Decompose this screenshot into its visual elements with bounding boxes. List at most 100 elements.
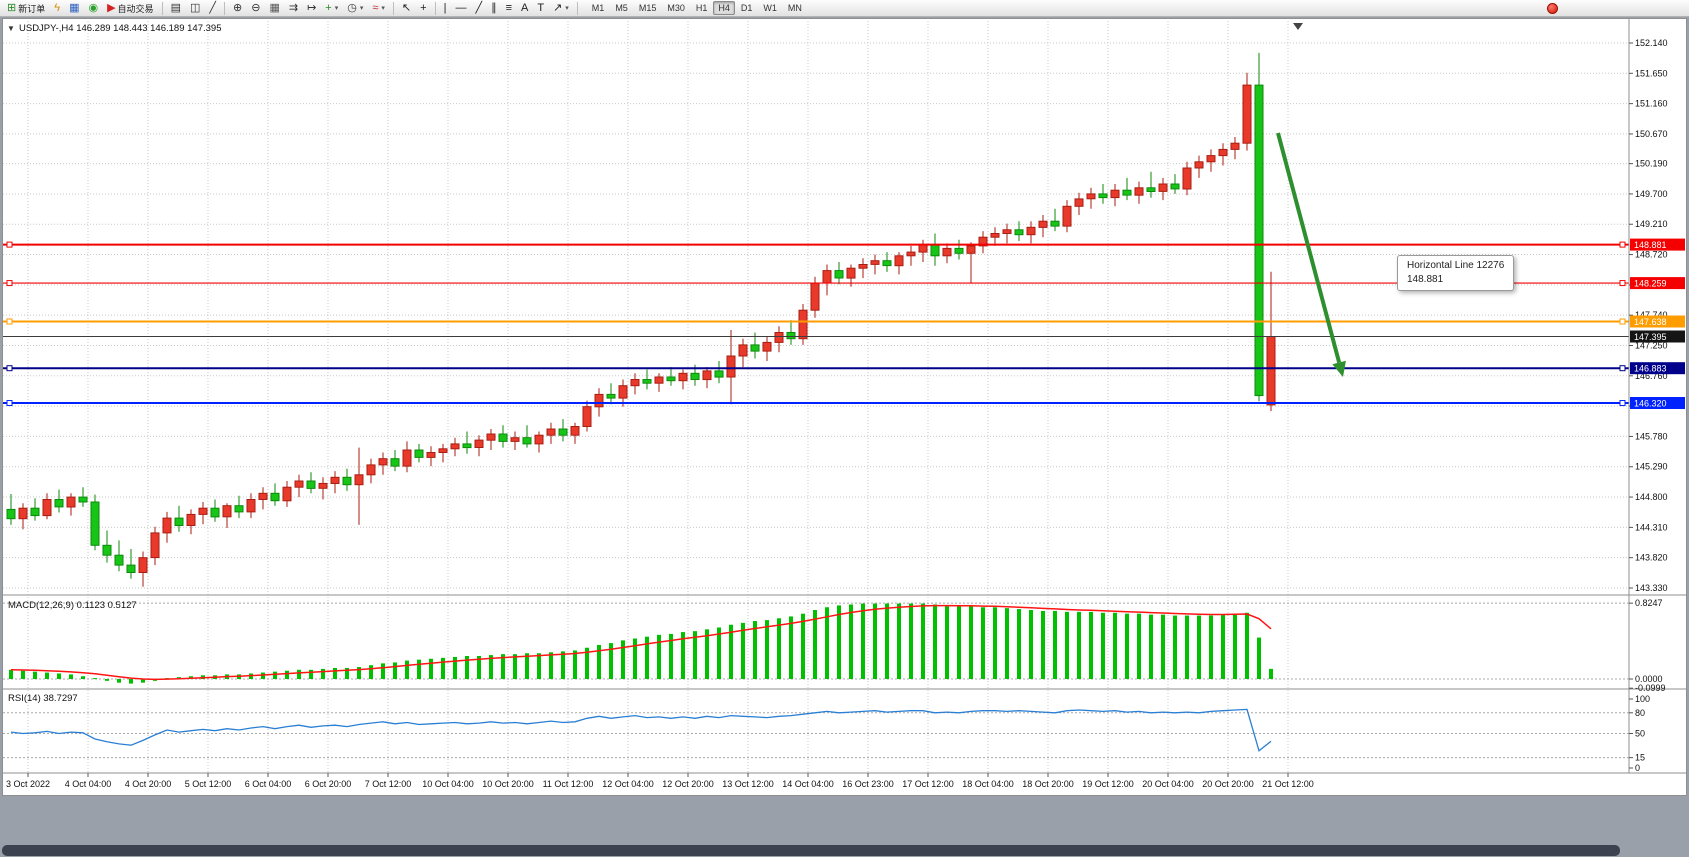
candle [1038, 220, 1048, 228]
timeframe-mn-button[interactable]: MN [787, 3, 802, 13]
svg-text:6 Oct 20:00: 6 Oct 20:00 [305, 779, 352, 789]
text-label-tool-button[interactable]: T [533, 1, 548, 16]
line-chart-type-button[interactable]: ╱ [205, 1, 220, 16]
trend-arrow[interactable] [1276, 132, 1342, 364]
svg-text:146.320: 146.320 [1634, 399, 1667, 409]
svg-text:0.8247: 0.8247 [1635, 598, 1663, 608]
candle [138, 557, 148, 574]
candle [1230, 142, 1240, 150]
dropdown-caret-icon[interactable]: ▾ [334, 5, 339, 12]
bar-chart-type-button[interactable]: ▤ [167, 1, 185, 16]
candle [1158, 183, 1168, 192]
candle [534, 434, 544, 445]
horizontal-lines[interactable] [3, 241, 1629, 407]
timeframe-h4-button[interactable]: H4 [713, 1, 735, 15]
candle [90, 501, 100, 546]
svg-text:21 Oct 12:00: 21 Oct 12:00 [1262, 779, 1314, 789]
candle [1002, 229, 1012, 235]
text-tool-button[interactable]: A [517, 1, 532, 16]
auto-trading-button[interactable]: ▶ 自动交易 [103, 1, 157, 16]
refresh-button[interactable]: ◉ [84, 1, 102, 16]
svg-text:143.820: 143.820 [1635, 553, 1668, 563]
price-tag-147.395 [1630, 330, 1685, 343]
horizontal-scrollbar[interactable] [2, 845, 1620, 856]
candle [258, 492, 268, 500]
dropdown-caret-icon[interactable]: ▾ [565, 5, 569, 12]
svg-text:145.780: 145.780 [1635, 431, 1668, 441]
dropdown-caret-icon[interactable]: ▾ [381, 5, 385, 12]
window-menu-icon[interactable]: ▼ [7, 24, 15, 33]
tile-windows-button[interactable]: ▦ [265, 1, 283, 16]
timeframe-m30-button[interactable]: M30 [667, 3, 685, 13]
candlestick-icon: ◫ [189, 2, 201, 14]
chart-canvas[interactable]: 152.140 151.650 151.160 150.670 150.190 149.7… [3, 19, 1686, 795]
candle [174, 517, 184, 527]
zoom-out-button[interactable]: ⊖ [247, 1, 264, 16]
candle [54, 499, 64, 508]
trend-arrow-head[interactable] [1332, 360, 1346, 377]
candle [246, 499, 256, 513]
svg-text:144.310: 144.310 [1635, 522, 1668, 532]
svg-text:145.290: 145.290 [1635, 462, 1668, 472]
candle [102, 544, 112, 556]
candle [282, 486, 292, 502]
candle [342, 476, 352, 486]
zoom-in-button[interactable]: ⊕ [229, 1, 246, 16]
price-tag-148.881 [1630, 238, 1685, 251]
timeframe-d1-button[interactable]: D1 [740, 3, 753, 13]
chart-grid-icon: ▦ [69, 2, 80, 14]
timeframe-m15-button[interactable]: M15 [638, 3, 657, 13]
alert-indicator-icon[interactable] [1547, 3, 1558, 14]
new-order-button[interactable]: ⊞ 新订单 [3, 1, 49, 16]
tooltip-value: 148.881 [1407, 274, 1444, 285]
vertical-line-icon: | [443, 2, 447, 14]
candlestick-chart-type-button[interactable]: ◫ [186, 1, 204, 16]
tooltip-title: Horizontal Line 12276 [1407, 260, 1505, 271]
auto-scroll-button[interactable]: ⇉ [285, 1, 302, 16]
svg-text:147.638: 147.638 [1634, 317, 1667, 327]
chart-window[interactable]: 152.140 151.650 151.160 150.670 150.190 149.7… [2, 18, 1687, 796]
indicators-button[interactable]: ≈ ▾ [368, 1, 389, 16]
crosshair-icon: + [420, 2, 427, 14]
candle [210, 507, 220, 518]
trendline-tool-button[interactable]: ╱ [471, 1, 486, 16]
svg-text:20 Oct 04:00: 20 Oct 04:00 [1142, 779, 1194, 789]
candle [402, 449, 412, 467]
timeframe-m5-button[interactable]: M5 [615, 3, 628, 13]
price-tag-146.883 [1630, 362, 1685, 375]
candle [906, 251, 916, 257]
candle [1194, 161, 1204, 169]
svg-text:149.210: 149.210 [1635, 219, 1668, 229]
arrows-tool-button[interactable]: ↗ ▾ [549, 1, 573, 16]
candle [762, 341, 772, 352]
new-chart-button[interactable]: + ▾ [321, 1, 342, 16]
svg-text:148.881: 148.881 [1634, 240, 1667, 250]
horizontal-line-tool-button[interactable]: — [451, 1, 470, 16]
crosshair-tool-button[interactable]: + [416, 1, 430, 16]
timeframe-h1-button[interactable]: H1 [695, 3, 708, 13]
vertical-line-tool-button[interactable]: | [440, 1, 451, 16]
candle [414, 449, 424, 458]
candle [786, 332, 796, 340]
channel-tool-button[interactable]: ∥ [487, 1, 501, 16]
candle [1266, 336, 1276, 406]
svg-text:18 Oct 20:00: 18 Oct 20:00 [1022, 779, 1074, 789]
timeframe-m1-button[interactable]: M1 [591, 3, 605, 13]
timeframe-w1-button[interactable]: W1 [763, 3, 777, 13]
dropdown-caret-icon[interactable]: ▾ [359, 5, 364, 12]
candle [570, 426, 580, 436]
cursor-tool-button[interactable]: ↖ [398, 1, 415, 16]
chart-shift-button[interactable]: ↦ [303, 1, 320, 16]
fibonacci-tool-button[interactable]: ≡ [502, 1, 516, 16]
candle [498, 433, 508, 442]
charts-button[interactable]: ▦ [65, 1, 83, 16]
candle [390, 458, 400, 467]
chart-shift-marker[interactable] [1293, 23, 1303, 30]
candle [1110, 189, 1120, 199]
candle [894, 255, 904, 267]
svg-text:148.720: 148.720 [1635, 250, 1668, 260]
candle [822, 270, 832, 284]
expert-advisors-button[interactable]: ϟ [50, 1, 64, 16]
candle [234, 505, 244, 513]
periods-button[interactable]: ◷ ▾ [343, 1, 367, 16]
